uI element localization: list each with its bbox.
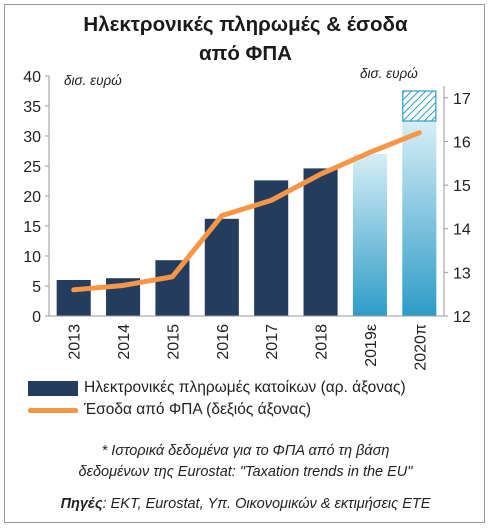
- title-line-2: από ΦΠΑ: [199, 42, 292, 65]
- bar-2020-hatched-segment: [402, 90, 437, 122]
- legend-item-bars: Ηλεκτρονικές πληρωμές κατοίκων (αρ. άξον…: [28, 377, 406, 399]
- legend-line-swatch: [28, 407, 78, 413]
- right-tick-label: 16: [453, 134, 471, 151]
- footnote-line-1: * Ιστορικά δεδομένα για το ΦΠΑ από τη βά…: [101, 443, 390, 459]
- left-tick-label: 30: [23, 129, 41, 146]
- right-tick-label: 13: [453, 265, 471, 282]
- left-axis-unit: δισ. ευρώ: [64, 73, 122, 88]
- chart-plot: 0 5 10 15 20 25 30 35 40 12 13 14 15 16 17 2013 2014 2015…: [23, 69, 471, 371]
- x-tick-label-2019ε: 2019ε: [363, 324, 380, 367]
- left-tick-label: 40: [23, 69, 41, 86]
- footnote: * Ιστορικά δεδομένα για το ΦΠΑ από τη βά…: [0, 441, 491, 483]
- title-line-1: Ηλεκτρονικές πληρωμές & έσοδα: [83, 13, 408, 36]
- vat-revenue-line: [71, 130, 422, 293]
- right-tick-label: 17: [453, 91, 471, 108]
- right-tick-label: 15: [453, 178, 471, 195]
- chart-frame: [4, 4, 485, 523]
- x-tick-label-2018: 2018: [314, 324, 331, 360]
- right-tick-label: 12: [453, 309, 471, 326]
- x-tick-label-2020π: 2020π: [412, 324, 429, 371]
- x-tick-label-2015: 2015: [165, 324, 182, 360]
- sources-label: Πηγές: [60, 496, 103, 512]
- left-tick-label: 5: [32, 279, 41, 296]
- sources: Πηγές: ΕΚΤ, Eurostat, Υπ. Οικονομικών & …: [0, 496, 491, 512]
- x-tick-label-2014: 2014: [116, 324, 133, 360]
- x-tick-label-2016: 2016: [215, 324, 232, 360]
- sources-text: : ΕΚΤ, Eurostat, Υπ. Οικονομικών & εκτιμ…: [102, 496, 431, 512]
- bar-2015: [155, 260, 190, 316]
- legend-bars-label: Ηλεκτρονικές πληρωμές κατοίκων (αρ. άξον…: [84, 379, 406, 396]
- right-tick-label: 14: [453, 222, 471, 239]
- bar-2020π: [402, 121, 437, 316]
- left-tick-label: 35: [23, 99, 41, 116]
- left-tick-label: 20: [23, 189, 41, 206]
- left-tick-label: 10: [23, 249, 41, 266]
- legend: Ηλεκτρονικές πληρωμές κατοίκων (αρ. άξον…: [28, 377, 406, 421]
- x-tick-label-2013: 2013: [67, 324, 84, 360]
- left-tick-label: 25: [23, 159, 41, 176]
- x-tick-label-2017: 2017: [264, 324, 281, 360]
- bar-2013: [56, 280, 91, 316]
- legend-line-label: Έσοδα από ΦΠΑ (δεξιός άξονας): [84, 401, 312, 418]
- bar-2016: [204, 218, 239, 316]
- left-tick-label: 15: [23, 219, 41, 236]
- bar-2018: [303, 168, 338, 316]
- legend-item-line: Έσοδα από ΦΠΑ (δεξιός άξονας): [28, 399, 406, 421]
- legend-bar-swatch: [28, 380, 78, 396]
- chart-title: Ηλεκτρονικές πληρωμές & έσοδα από ΦΠΑ: [0, 10, 491, 68]
- bar-2019ε: [352, 154, 387, 316]
- left-tick-label: 0: [32, 309, 41, 326]
- right-axis-unit: δισ. ευρώ: [360, 66, 418, 81]
- footnote-line-2: δεδομένων της Eurostat: "Taxation trends…: [78, 464, 413, 480]
